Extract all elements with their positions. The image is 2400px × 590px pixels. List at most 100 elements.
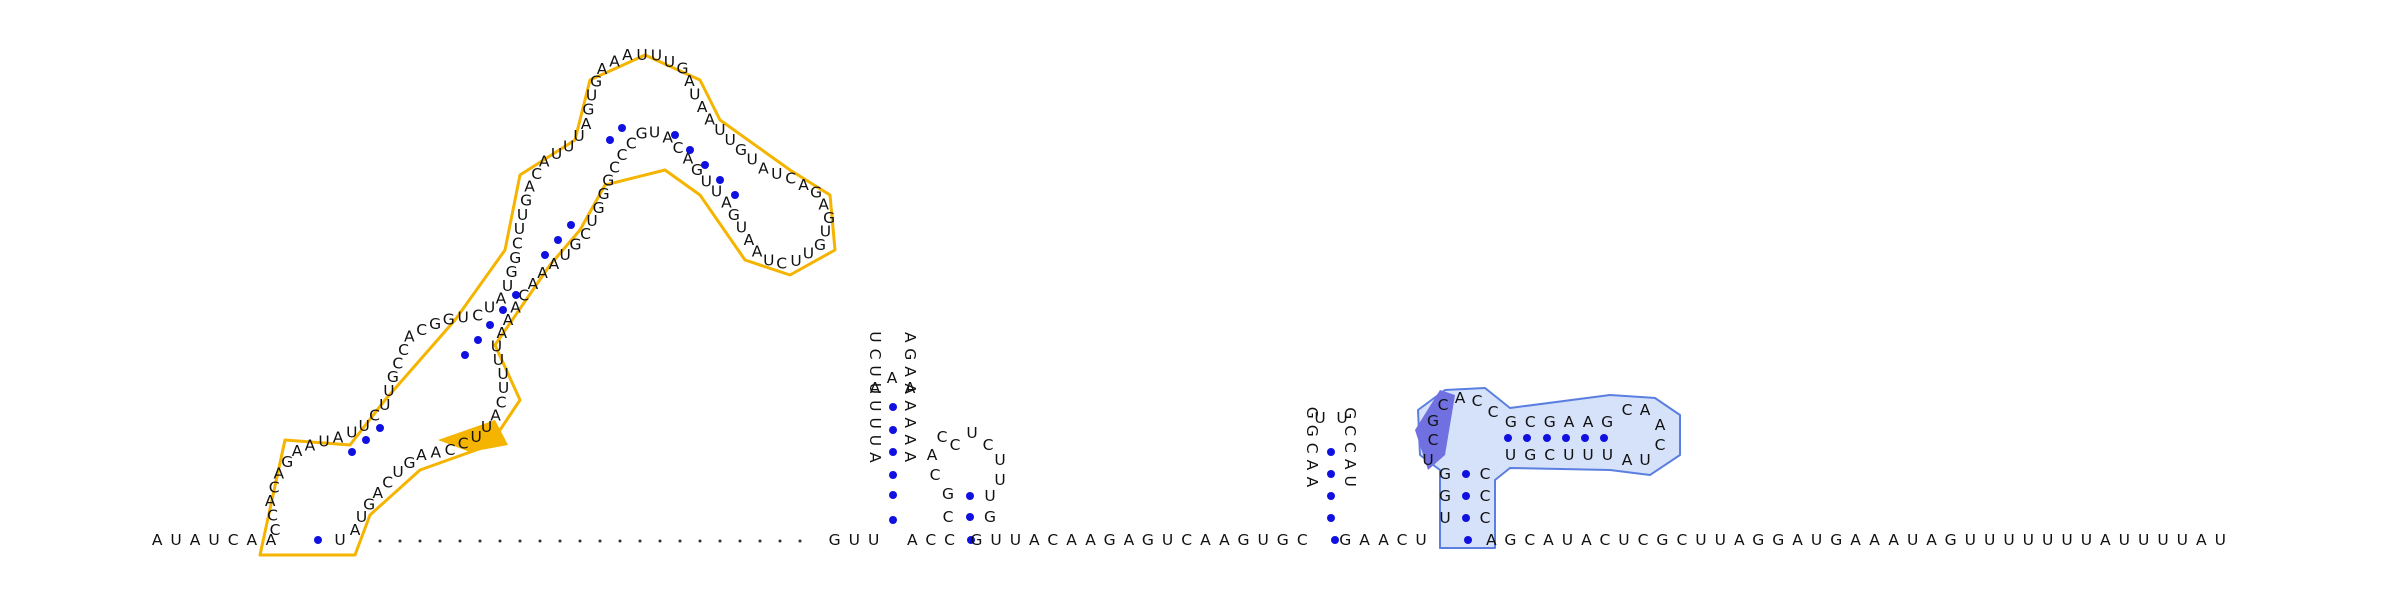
domain-1-nucleotide: A: [333, 428, 344, 446]
backbone-dot: [539, 540, 542, 543]
domain-1-nucleotide: U: [636, 46, 647, 64]
domain-1-nucleotide: U: [551, 145, 562, 163]
domain-2-loop: A: [1655, 416, 1666, 434]
domain-2-stem-left: U: [1439, 509, 1450, 527]
backbone-dot: [399, 540, 402, 543]
domain-1-nucleotide: C: [580, 225, 591, 243]
hairpin-a: UCUUUUUA AGAAAAAA A A A: [866, 331, 919, 524]
backbone-segment-between-hairpins: GAACU: [1339, 531, 1435, 549]
domain-1-nucleotide: A: [622, 46, 633, 64]
base-pair-dot: [701, 161, 709, 169]
domain-2-stem-right: C: [1480, 487, 1491, 505]
hairpin-a-loop: A: [905, 379, 916, 397]
base-pair-dot: [314, 536, 322, 544]
base-pair-dot: [716, 176, 724, 184]
domain-1-nucleotide: G: [403, 454, 415, 472]
domain-1-boundary: [260, 55, 835, 555]
domain-1-nucleotide: A: [416, 446, 427, 464]
backbone-segment-tail: AGCAUACUCGCUUAGGAUGAAAUAGUUUUUUUAUUUUAU: [1486, 531, 2234, 549]
domain-1-nucleotide: A: [798, 176, 809, 194]
base-pair-dot: [618, 124, 626, 132]
backbone-dotted-gap: [379, 540, 802, 543]
domain-1-nucleotide: A: [350, 521, 361, 539]
domain-1-nucleotide: C: [776, 255, 787, 273]
domain-1-nucleotide: A: [758, 160, 769, 178]
domain-1-nucleotide: G: [429, 315, 441, 333]
backbone-dot: [779, 540, 782, 543]
hairpin-b-left: C: [937, 428, 948, 446]
domain-1-nucleotide: A: [404, 328, 415, 346]
hairpin-c: GGCAA GCCAU U U: [1303, 407, 1359, 522]
domain-1-nucleotide: G: [443, 311, 455, 329]
base-pair-dot: [1600, 434, 1608, 442]
hairpin-a-loop: A: [887, 369, 898, 387]
domain-1-nucleotide: U: [318, 433, 329, 451]
base-pair-dot: [1331, 536, 1339, 544]
base-pair-dot: [1464, 536, 1472, 544]
base-pair-dot: [889, 491, 897, 499]
domain-1-nucleotide: A: [528, 275, 539, 293]
domain-2-loop: A: [1622, 451, 1633, 469]
backbone-dot: [599, 540, 602, 543]
backbone-left-arm-end: U: [334, 531, 345, 549]
backbone-left: AUAUCAA U: [152, 531, 346, 549]
domain-2-top-left: C: [1428, 431, 1439, 449]
domain-1-nucleotide: C: [382, 473, 393, 491]
domain-1-nucleotide: U: [392, 463, 403, 481]
base-pair-dot: [686, 146, 694, 154]
backbone-dot: [559, 540, 562, 543]
base-pair-dot: [731, 191, 739, 199]
domain-1-nucleotide: G: [569, 236, 581, 254]
backbone-dot: [799, 540, 802, 543]
base-pair-dot: [889, 426, 897, 434]
hairpin-b-right: U: [994, 471, 1005, 489]
domain-1-nucleotide: U: [747, 150, 758, 168]
domain-1-nucleotide: U: [481, 418, 492, 436]
domain-1-labels: CCACAGA A U A U UCUUGCCA C G G U C UAUGGCUUGACA U UUA…: [265, 46, 835, 539]
domain-1-nucleotide: A: [549, 255, 560, 273]
backbone-dot: [759, 540, 762, 543]
domain-1-nucleotide: C: [472, 306, 483, 324]
domain-1-nucleotide: C: [445, 441, 456, 459]
domain-2-stem-right: C: [1480, 509, 1491, 527]
domain-1-nucleotide: A: [662, 129, 673, 147]
base-pair-dot: [1504, 434, 1512, 442]
domain-1-nucleotide: C: [785, 170, 796, 188]
base-pair-dot: [461, 351, 469, 359]
domain-1-nucleotide: A: [609, 52, 620, 70]
domain-1-outline: [260, 55, 835, 555]
hairpin-b-left: C: [930, 466, 941, 484]
hairpin-a-left-strand: UCUUUUUA: [866, 331, 884, 469]
domain-2-loop: C: [1655, 436, 1666, 454]
base-pair-dot: [486, 321, 494, 329]
base-pair-dot: [889, 448, 897, 456]
domain-1-nucleotide: U: [651, 47, 662, 65]
domain-2-loop: C: [1622, 401, 1633, 419]
backbone-segment-between-small-hairpins: ACC: [907, 531, 963, 549]
hairpin-b-loop: C: [983, 436, 994, 454]
domain-1-nucleotide: U: [771, 165, 782, 183]
domain-1-nucleotide: A: [430, 443, 441, 461]
base-pair-dot: [1462, 470, 1470, 478]
domain-1-nucleotide: A: [597, 60, 608, 78]
backbone-dot: [459, 540, 462, 543]
base-pair-dot: [889, 403, 897, 411]
domain-1-nucleotide: A: [539, 152, 550, 170]
base-pair-dot: [1462, 492, 1470, 500]
domain-2-top-left: C: [1472, 392, 1483, 410]
hairpin-c-loop: U: [1336, 409, 1347, 427]
backbone-dot: [639, 540, 642, 543]
domain-1-nucleotide: C: [458, 434, 469, 452]
domain-2-top-left: C: [1488, 403, 1499, 421]
hairpin-b-right: U: [984, 487, 995, 505]
base-pair-dot: [474, 336, 482, 344]
domain-1-nucleotide: U: [484, 298, 495, 316]
domain-2-stem-right: C: [1480, 465, 1491, 483]
base-pair-dot: [512, 291, 520, 299]
domain-2-stem-left: G: [1439, 487, 1451, 505]
backbone-dot: [499, 540, 502, 543]
base-pair-dot: [1543, 434, 1551, 442]
base-pair-dot: [348, 448, 356, 456]
base-pair-dot: [499, 306, 507, 314]
